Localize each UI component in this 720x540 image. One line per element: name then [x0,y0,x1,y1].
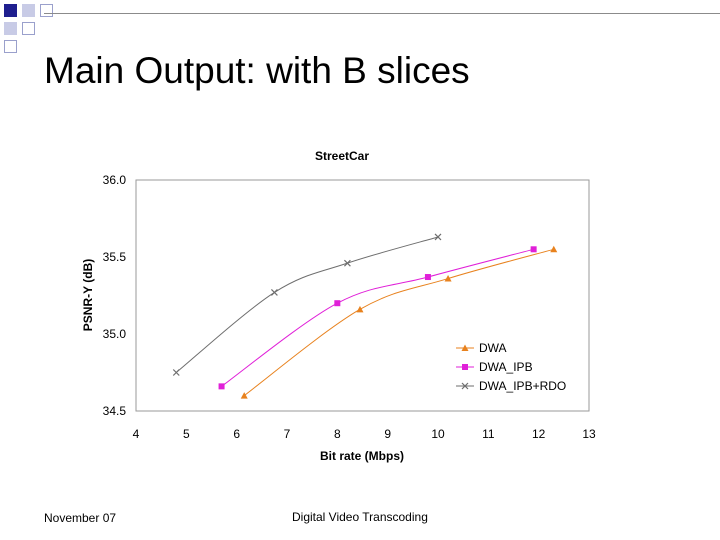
deco-square [4,4,17,17]
data-point-dwa [550,245,558,253]
y-tick-label: 36.0 [103,173,127,187]
legend-marker-dwa [461,344,469,351]
y-tick-label: 35.5 [103,250,127,264]
legend-marker-dwa-ipb-rdo [461,382,469,390]
x-tick-label: 7 [284,427,291,441]
data-point-dwa-ipb-rdo [172,369,180,376]
legend-label-dwa-ipb-rdo: DWA_IPB+RDO [479,379,566,393]
data-point-dwa-ipb-rdo [270,288,278,296]
series-dwa [240,245,558,399]
data-point-dwa-ipb-rdo [434,233,442,241]
data-point-dwa [356,305,364,313]
x-axis-label: Bit rate (Mbps) [320,449,404,463]
legend-label-dwa-ipb: DWA_IPB [479,360,533,374]
legend-marker-dwa-ipb [462,364,468,370]
x-tick-label: 11 [482,427,495,441]
footer-title: Digital Video Transcoding [292,510,428,524]
title-rule [44,13,720,14]
series-dwa-ipb-rdo [172,233,442,376]
y-axis-label: PSNR-Y (dB) [81,259,95,331]
data-point-dwa-ipb [218,383,225,390]
series-line-dwa [243,248,554,397]
legend: DWA DWA_IPB DWA_IPB+RDO [456,341,566,393]
deco-square [4,40,17,53]
slide-title: Main Output: with B slices [44,50,470,91]
y-tick-labels: 34.5 35.0 35.5 36.0 [103,173,127,418]
x-tick-label: 10 [431,427,445,441]
legend-label-dwa: DWA [479,341,507,355]
x-tick-label: 9 [384,427,391,441]
x-tick-labels: 4 5 6 7 8 9 10 11 12 13 [133,427,596,441]
series-line-dwa-ipb [221,248,534,387]
deco-square [4,22,17,35]
data-point-dwa [444,275,452,282]
data-point-dwa [240,392,248,399]
x-tick-label: 5 [183,427,190,441]
deco-square [22,4,35,17]
x-tick-label: 12 [532,427,546,441]
plot-area [135,179,590,412]
y-tick-label: 35.0 [103,327,127,341]
x-tick-label: 8 [334,427,341,441]
series-line-dwa-ipb-rdo [175,236,439,373]
data-point-dwa-ipb [424,274,431,281]
data-point-dwa-ipb-rdo [343,259,351,267]
x-tick-label: 6 [233,427,240,441]
series-dwa-ipb [218,246,537,390]
deco-square [22,22,35,35]
title-decoration-squares [0,0,80,56]
data-point-dwa-ipb [530,246,537,253]
series-layer [172,233,558,399]
y-tick-label: 34.5 [103,404,127,418]
footer-date: November 07 [44,511,117,525]
data-point-dwa-ipb [334,300,341,307]
chart-title: StreetCar [315,149,369,163]
x-tick-label: 4 [133,427,140,441]
x-tick-label: 13 [582,427,596,441]
